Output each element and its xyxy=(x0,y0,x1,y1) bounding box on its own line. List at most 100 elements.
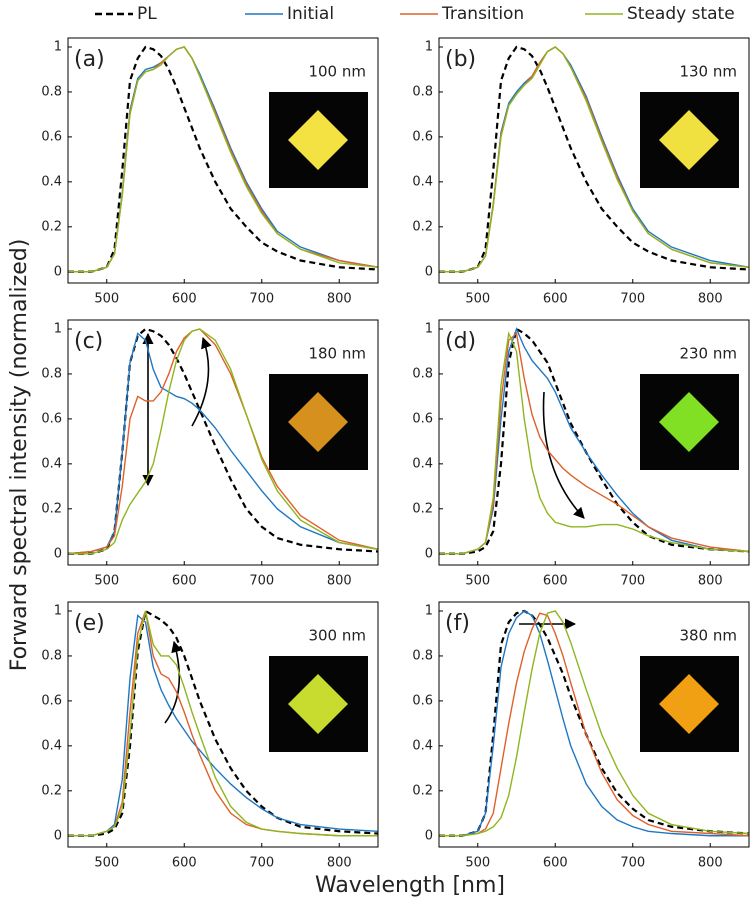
arrow xyxy=(542,391,585,519)
x-tick-label: 700 xyxy=(620,574,645,589)
line xyxy=(439,610,749,837)
y-tick-label: 0.8 xyxy=(41,648,62,663)
line xyxy=(68,46,378,273)
line xyxy=(439,609,749,837)
y-tick-label: 0.4 xyxy=(412,738,433,753)
y-tick-label: 0 xyxy=(54,546,62,561)
inset-sample xyxy=(659,392,719,452)
y-tick-label: 0 xyxy=(54,264,62,279)
y-tick-label: 0.2 xyxy=(412,501,433,516)
axes-frame xyxy=(67,319,379,566)
panel-label: (d) xyxy=(445,329,476,354)
x-tick-label: 600 xyxy=(543,292,568,307)
y-tick-label: 0.4 xyxy=(412,456,433,471)
arrow xyxy=(191,336,212,427)
x-tick-label: 500 xyxy=(465,292,490,307)
x-tick-label: 600 xyxy=(543,574,568,589)
x-tick-label: 600 xyxy=(543,856,568,871)
x-tick-label: 800 xyxy=(327,292,352,307)
x-tick-label: 800 xyxy=(698,292,723,307)
legend-label: PL xyxy=(137,4,157,24)
line xyxy=(68,328,378,555)
panel-label: (b) xyxy=(445,47,476,72)
annotation: 230 nm xyxy=(679,345,737,363)
annotation: 380 nm xyxy=(679,627,737,645)
panel-label: (c) xyxy=(74,329,103,354)
x-tick-label: 500 xyxy=(94,292,119,307)
x-tick-label: 700 xyxy=(249,574,274,589)
x-tick-label: 800 xyxy=(698,856,723,871)
inset-sample xyxy=(288,110,348,170)
line xyxy=(68,45,378,273)
x-tick-label: 700 xyxy=(620,292,645,307)
axes-frame xyxy=(67,601,379,848)
annotation: 100 nm xyxy=(308,63,366,81)
panel: 500 600 700 800 0 0.2 0.4 0.6 0.8 1 (c) 180 nm xyxy=(41,319,379,589)
y-tick-label: 0 xyxy=(425,264,433,279)
y-tick-label: 0.6 xyxy=(41,411,62,426)
line xyxy=(439,327,749,555)
y-tick-label: 0 xyxy=(425,546,433,561)
x-tick-label: 500 xyxy=(465,574,490,589)
annotation: 180 nm xyxy=(308,345,366,363)
x-tick-label: 500 xyxy=(465,856,490,871)
y-tick-label: 0.4 xyxy=(41,738,62,753)
axes-frame xyxy=(438,37,750,284)
y-tick-label: 0 xyxy=(425,828,433,843)
x-tick-label: 600 xyxy=(172,574,197,589)
x-tick-label: 800 xyxy=(327,574,352,589)
x-tick-label: 700 xyxy=(620,856,645,871)
y-tick-label: 0.6 xyxy=(412,129,433,144)
annotation: 130 nm xyxy=(679,63,737,81)
x-tick-label: 700 xyxy=(249,856,274,871)
inset-sample xyxy=(659,674,719,734)
y-tick-label: 1 xyxy=(54,321,62,336)
y-tick-label: 1 xyxy=(425,603,433,618)
y-tick-label: 0.6 xyxy=(41,693,62,708)
panel: 500 600 700 800 0 0.2 0.4 0.6 0.8 1 (b) 130 nm xyxy=(412,37,750,307)
panel: 500 600 700 800 0 0.2 0.4 0.6 0.8 1 (d) 230 nm xyxy=(412,319,750,589)
annotation: 300 nm xyxy=(308,627,366,645)
legend: PL Initial Transition Steady state xyxy=(95,4,735,24)
y-tick-label: 1 xyxy=(54,39,62,54)
y-tick-label: 0.6 xyxy=(412,693,433,708)
y-tick-label: 0.6 xyxy=(412,411,433,426)
line xyxy=(439,610,749,837)
legend-label: Steady state xyxy=(627,4,735,24)
axes-frame xyxy=(67,37,379,284)
y-tick-label: 1 xyxy=(54,603,62,618)
inset-sample xyxy=(659,110,719,170)
x-axis-label: Wavelength [nm] xyxy=(315,873,505,898)
arrow xyxy=(164,640,183,724)
line xyxy=(68,332,378,555)
x-tick-label: 600 xyxy=(172,292,197,307)
y-tick-label: 0.2 xyxy=(41,219,62,234)
panel-label: (a) xyxy=(74,47,105,72)
x-tick-label: 700 xyxy=(249,292,274,307)
y-tick-label: 0.8 xyxy=(412,84,433,99)
line xyxy=(439,330,749,555)
inset-sample xyxy=(288,674,348,734)
x-tick-label: 800 xyxy=(327,856,352,871)
x-tick-label: 800 xyxy=(698,574,723,589)
line xyxy=(439,612,749,837)
line xyxy=(68,328,378,555)
x-tick-label: 500 xyxy=(94,574,119,589)
inset-sample xyxy=(288,392,348,452)
legend-label: Initial xyxy=(287,4,334,24)
y-tick-label: 1 xyxy=(425,39,433,54)
y-tick-label: 0.4 xyxy=(41,174,62,189)
y-tick-label: 0.8 xyxy=(41,366,62,381)
panel-label: (e) xyxy=(74,611,105,636)
legend-label: Transition xyxy=(441,4,524,24)
panel: 500 600 700 800 0 0.2 0.4 0.6 0.8 1 (a) 100 nm xyxy=(41,37,379,307)
y-axis-label: Forward spectral intensity (normalized) xyxy=(7,239,32,672)
axes-frame xyxy=(438,319,750,566)
line xyxy=(68,609,378,837)
y-tick-label: 0.6 xyxy=(41,129,62,144)
line xyxy=(439,332,749,555)
x-tick-label: 500 xyxy=(94,856,119,871)
y-tick-label: 0.8 xyxy=(412,366,433,381)
panel: 500 600 700 800 0 0.2 0.4 0.6 0.8 1 (f) 380 nm xyxy=(412,601,750,871)
